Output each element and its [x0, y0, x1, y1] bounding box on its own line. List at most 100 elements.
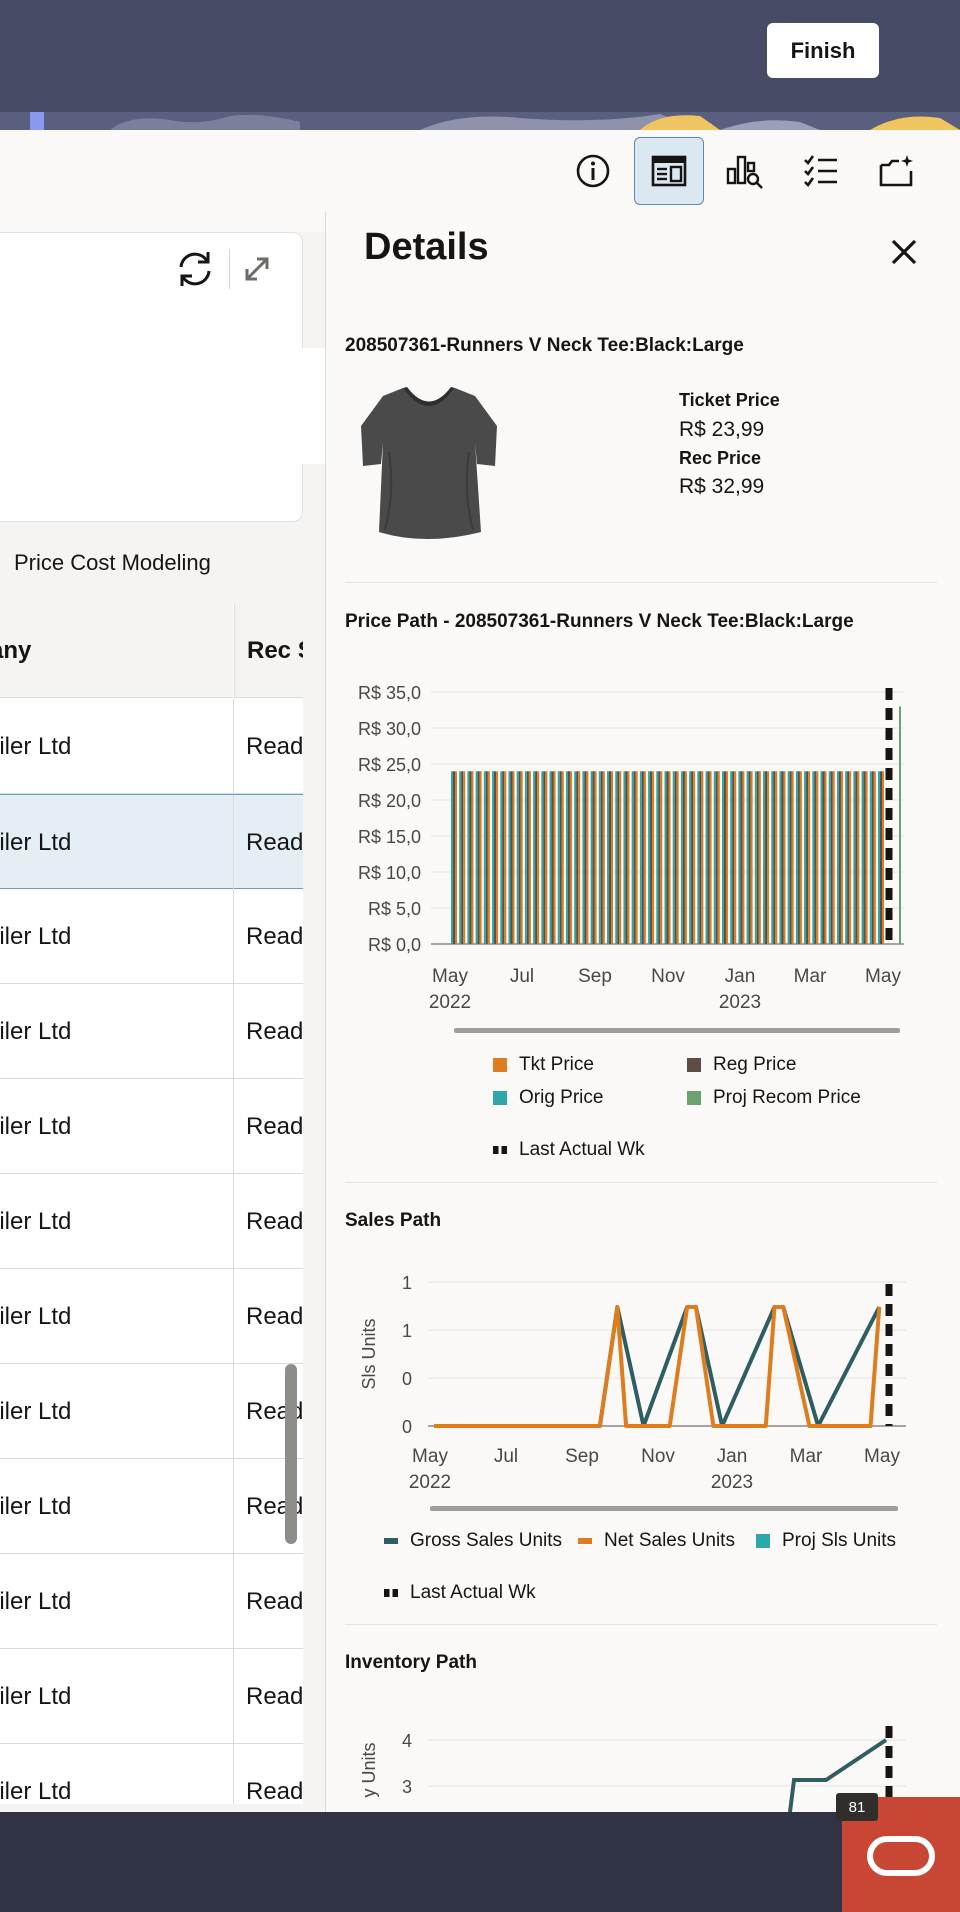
legend-net-sales-units[interactable]: Net Sales Units [578, 1530, 735, 1552]
price-bar [584, 771, 587, 944]
legend-reg-price[interactable]: Reg Price [687, 1054, 796, 1076]
price-bar [510, 771, 513, 944]
price-bar [845, 771, 848, 944]
price-bar [882, 771, 884, 944]
price-bar [689, 771, 692, 944]
details-title: Details [364, 226, 489, 268]
legend-swatch [493, 1058, 507, 1072]
price-bar [551, 771, 554, 944]
price-bar [865, 771, 868, 944]
column-header-company[interactable]: any [0, 604, 233, 698]
cell-text: ailer Ltd [0, 1112, 72, 1140]
cell-rec-status: Read [233, 1744, 303, 1804]
cell-rec-status: Read [233, 1649, 303, 1744]
cell-rec-status: Read [233, 889, 303, 984]
price-bar [537, 771, 540, 944]
cell-text: ailer Ltd [0, 828, 72, 856]
export-button[interactable] [862, 137, 932, 205]
legend-orig-price[interactable]: Orig Price [493, 1087, 603, 1109]
legend-tkt-price[interactable]: Tkt Price [493, 1054, 594, 1076]
price-bar [576, 771, 579, 944]
close-icon[interactable] [884, 232, 924, 272]
price-bar [600, 771, 603, 944]
legend-swatch [687, 1091, 701, 1105]
price-bar [832, 771, 835, 944]
price-bar [713, 771, 716, 944]
y-tick-label: R$ 35,0 [358, 683, 421, 703]
panel-divider [325, 212, 326, 1812]
price-bar [496, 771, 499, 944]
net-sales-line [434, 1305, 882, 1428]
chart-search-button[interactable] [710, 137, 780, 205]
x-tick-year-label: 2022 [429, 992, 471, 1013]
legend-swatch [493, 1091, 507, 1105]
inventory-line [788, 1738, 888, 1812]
price-bar [483, 771, 486, 944]
table-row[interactable]: ailer Ltd Read [0, 889, 303, 984]
price-bar [734, 771, 737, 944]
checklist-button[interactable] [786, 137, 856, 205]
cell-text: ailer Ltd [0, 1777, 72, 1805]
price-bar [878, 771, 880, 944]
price-bar [748, 771, 751, 944]
refresh-icon[interactable] [173, 247, 217, 291]
price-bar [767, 771, 770, 944]
price-bar [559, 771, 562, 944]
price-path-title: Price Path - 208507361-Runners V Neck Te… [345, 611, 854, 632]
details-panel-button[interactable] [634, 137, 704, 205]
info-button[interactable] [558, 137, 628, 205]
legend-gross-sales-units[interactable]: Gross Sales Units [384, 1530, 562, 1552]
price-bar [635, 771, 638, 944]
price-bar [607, 771, 610, 944]
price-bar [643, 771, 646, 944]
price-bar [775, 771, 778, 944]
legend-proj-sls-units[interactable]: Proj Sls Units [756, 1530, 896, 1552]
price-bar [869, 771, 872, 944]
price-bar [567, 771, 570, 944]
price-bar [512, 771, 515, 944]
column-header-rec-status[interactable]: Rec S [234, 604, 303, 698]
price-bar [528, 771, 531, 944]
price-bar [479, 771, 482, 944]
price-bar [533, 771, 536, 944]
table-scrollbar[interactable] [285, 1364, 297, 1544]
y-tick-label: R$ 5,0 [368, 899, 421, 919]
price-bar [771, 771, 774, 944]
price-bar [697, 771, 700, 944]
y-tick-label: 0 [402, 1417, 412, 1437]
table-row[interactable]: ailer Ltd Read [0, 1744, 303, 1804]
price-bar [738, 771, 741, 944]
legend-last-actual-wk-sales[interactable]: Last Actual Wk [384, 1582, 536, 1604]
price-bar [838, 771, 841, 944]
cell-text: ailer Ltd [0, 922, 72, 950]
price-bar [765, 771, 768, 944]
x-tick-label: Sep [578, 966, 612, 987]
price-bar [754, 771, 757, 944]
x-tick-label: Jan [717, 1446, 748, 1467]
finish-button[interactable]: Finish [767, 23, 879, 78]
price-bar [693, 771, 696, 944]
item-title: 208507361-Runners V Neck Tee:Black:Large [345, 335, 744, 356]
legend-proj-recom-price[interactable]: Proj Recom Price [687, 1087, 861, 1109]
price-bar [740, 771, 743, 944]
legend-last-actual-wk[interactable]: Last Actual Wk [493, 1139, 645, 1161]
price-bar [746, 771, 749, 944]
banner-decoration [0, 112, 960, 130]
price-bar [518, 771, 521, 944]
price-bar [795, 771, 798, 944]
expand-icon[interactable] [241, 253, 273, 285]
price-bar [504, 771, 507, 944]
price-bar [664, 771, 667, 944]
tab-price-cost-modeling[interactable]: Price Cost Modeling [14, 550, 211, 575]
cell-text: ailer Ltd [0, 1302, 72, 1330]
